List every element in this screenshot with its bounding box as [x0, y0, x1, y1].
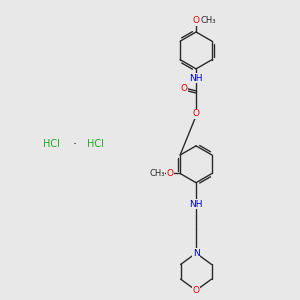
Text: O: O [193, 286, 200, 295]
Text: O: O [193, 16, 200, 25]
Text: O: O [180, 84, 187, 93]
Text: N: N [193, 249, 200, 258]
Text: HCl: HCl [44, 139, 60, 149]
Text: NH: NH [189, 200, 203, 209]
Text: NH: NH [189, 74, 203, 83]
Text: CH₃: CH₃ [201, 16, 216, 25]
Text: O: O [166, 169, 173, 178]
Text: CH₃: CH₃ [149, 169, 165, 178]
Text: ·: · [72, 138, 76, 151]
Text: HCl: HCl [87, 139, 103, 149]
Text: O: O [193, 109, 200, 118]
